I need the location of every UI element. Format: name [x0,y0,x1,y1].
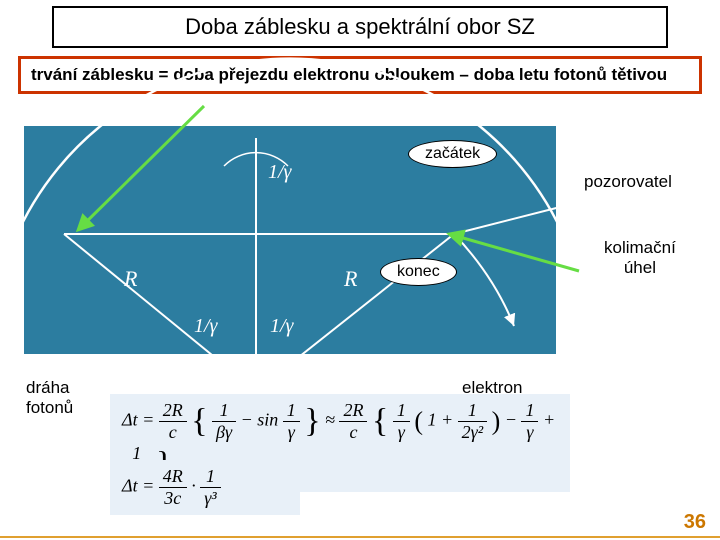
f1-approx: ≈ [325,410,335,430]
draha-l2: fotonů [26,398,73,417]
label-draha-fotonu: dráha fotonů [26,378,73,419]
f1-n1: 2R [159,400,187,422]
konec-bubble: konec [380,258,457,286]
f1-t2cn: 1 [521,400,538,422]
f1-n2: 2R [339,400,367,422]
kolimacni-arrow [449,234,579,271]
kolimacni-l2: úhel [624,258,656,277]
f1-sad: γ [283,422,300,443]
brace-l2: { [372,403,388,440]
f1-minus: − [505,410,517,430]
zacatek-bubble: začátek [408,140,497,168]
tangent-arrow-electron [454,234,514,326]
f1-san: 1 [283,400,300,422]
f1-t2bd: 2γ² [458,422,488,443]
f1-t2an: 1 [393,400,410,422]
f1-t2cd: γ [521,422,538,443]
f1-plus: + [543,410,555,430]
bottom-rule [0,536,720,538]
f1-t2bn: 1 [458,400,488,422]
label-R-left: R [123,266,138,291]
brace-l1: { [191,403,207,440]
f1-sin: − sin [241,410,279,430]
label-1-over-gamma-br: 1/γ [270,315,295,337]
label-R-right: R [343,266,358,291]
f2-n: 4R [159,466,187,488]
f2-dot: · [191,476,196,496]
zacatek-arrow [78,106,204,230]
f1-d2: c [339,422,367,443]
label-1-over-gamma-top: 1/γ [268,161,293,183]
kolimacni-l1: kolimační [604,238,676,257]
formula-delta-t-final: Δt = 4R3c · 1γ³ [110,460,300,515]
f1-m1d: βγ [212,422,236,443]
brace-r1: } [304,403,320,440]
paren-r: ) [492,407,501,436]
subtitle-formula: trvání záblesku = doba přejezdu elektron… [18,56,702,94]
f2-rn: 1 [200,466,221,488]
f2-lhs: Δt = [122,476,154,496]
f1-d1: c [159,422,187,443]
label-kolimacni-uhel: kolimační úhel [604,238,676,279]
label-1-over-gamma-bl: 1/γ [194,315,219,337]
f2-d: 3c [159,488,187,509]
f1-t2a: 1 + [427,410,453,430]
paren-l: ( [414,407,423,436]
f1-m1n: 1 [212,400,236,422]
page-title: Doba záblesku a spektrální obor SZ [52,6,668,48]
f1-lhs: Δt = [122,410,154,430]
label-pozorovatel: pozorovatel [584,172,672,192]
f1-t2ad: γ [393,422,410,443]
draha-l1: dráha [26,378,69,397]
radius-left [64,234,256,391]
f2-rd: γ³ [200,488,221,509]
page-number: 36 [684,511,706,534]
